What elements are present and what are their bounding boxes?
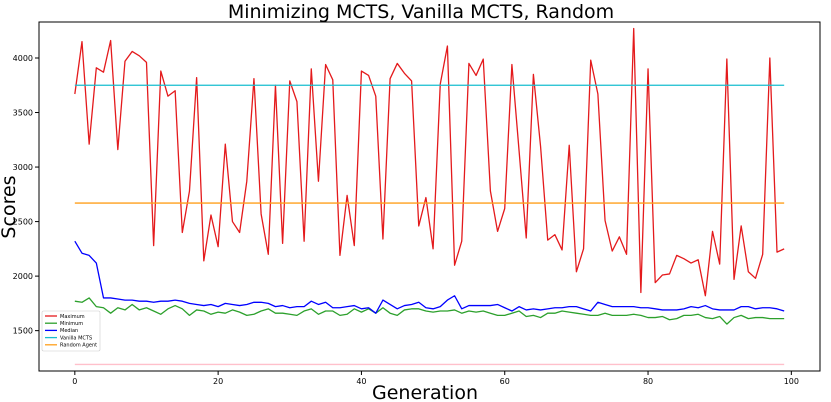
series-line-maximum	[74, 27, 785, 297]
legend-entry-vanilla-mcts: Vanilla MCTS	[60, 335, 92, 341]
series-line-median	[74, 240, 785, 314]
legend-box	[41, 310, 101, 352]
axis-ticks: 0 20 40 60 80 100 1500 2000 2500 3000 3500 4000	[13, 54, 799, 386]
axes-border	[38, 21, 821, 372]
y-tick-label: 3000	[13, 163, 33, 172]
legend-entry-random-agent: Random Agent	[60, 343, 97, 349]
y-tick-label: 2000	[13, 272, 33, 281]
x-tick-label: 60	[500, 377, 510, 386]
y-axis-label: Scores	[0, 175, 20, 238]
x-tick-label: 80	[643, 377, 653, 386]
series-line-minimum	[74, 297, 785, 325]
x-axis-label: Generation	[372, 382, 478, 402]
plot-area	[74, 27, 785, 366]
legend-entry-minimum: Minimum	[60, 321, 83, 327]
chart-title: Minimizing MCTS, Vanilla MCTS, Random	[228, 1, 614, 23]
y-tick-label: 4000	[13, 54, 33, 63]
y-tick-label: 2500	[13, 218, 33, 227]
x-tick-label: 100	[784, 377, 799, 386]
x-tick-label: 20	[213, 377, 223, 386]
legend-entry-maximum: Maximum	[60, 314, 85, 320]
y-tick-label: 1500	[13, 327, 33, 336]
x-tick-label: 40	[356, 377, 366, 386]
plot-frame	[38, 21, 821, 372]
y-tick-label: 3500	[13, 109, 33, 118]
legend-entry-median: Median	[60, 328, 78, 334]
x-tick-label: 0	[72, 377, 77, 386]
